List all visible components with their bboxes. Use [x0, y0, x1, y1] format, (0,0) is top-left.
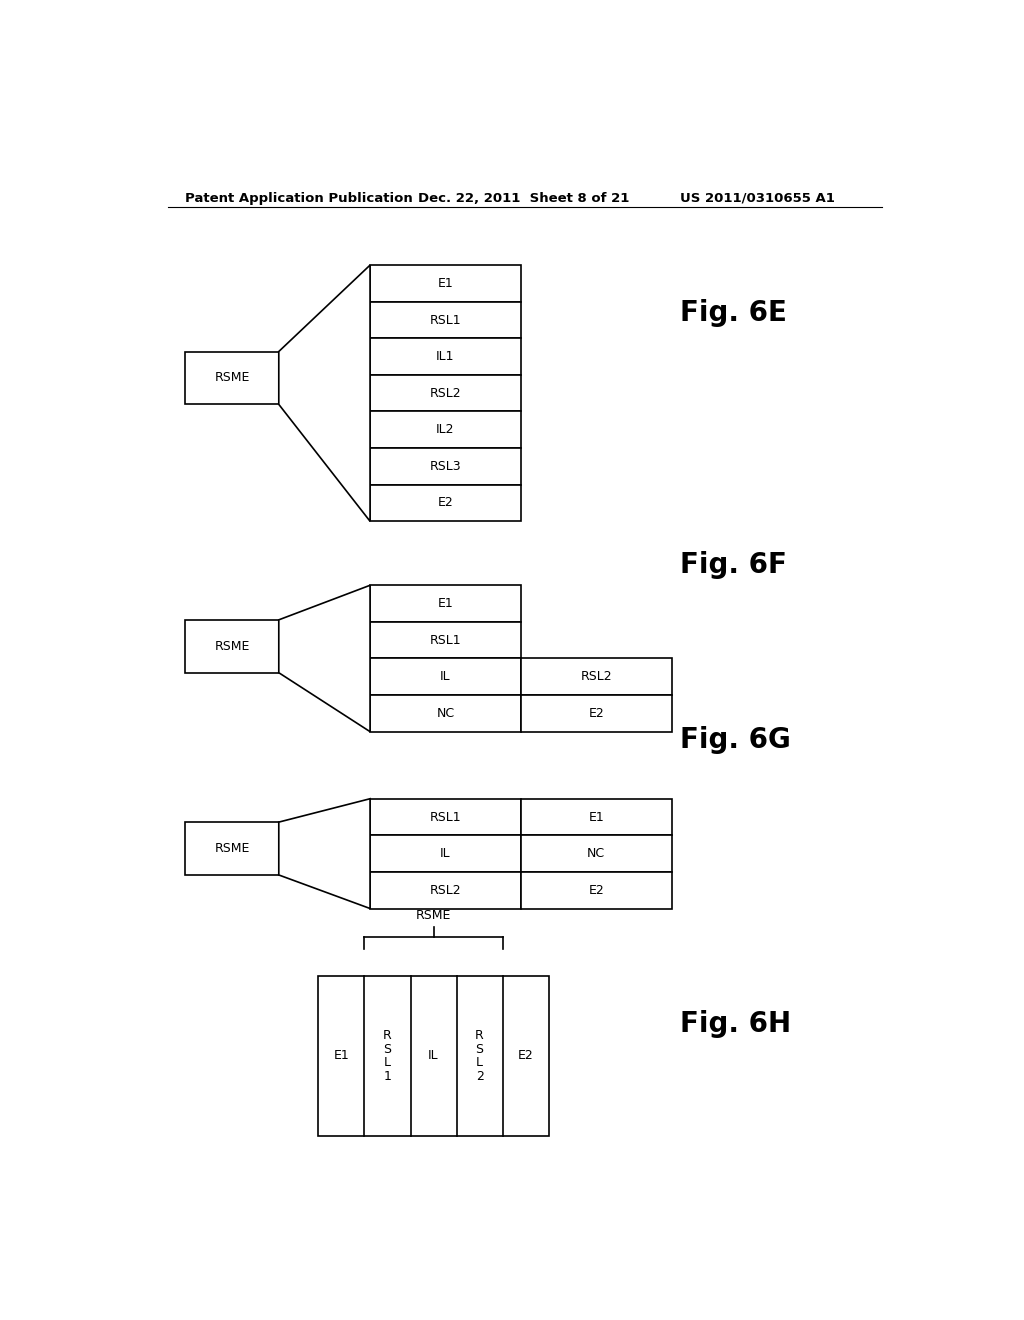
Polygon shape	[279, 585, 370, 731]
Bar	[370, 338, 521, 375]
Text: Patent Application Publication: Patent Application Publication	[185, 191, 413, 205]
Bar	[370, 622, 521, 659]
Text: RSME: RSME	[214, 640, 250, 653]
Text: RSME: RSME	[214, 371, 250, 384]
Text: RSL1: RSL1	[430, 810, 461, 824]
Text: RSL2: RSL2	[581, 671, 612, 684]
Bar	[370, 659, 521, 696]
Bar	[185, 351, 279, 404]
Text: US 2011/0310655 A1: US 2011/0310655 A1	[680, 191, 835, 205]
Bar	[370, 265, 521, 302]
Bar	[370, 447, 521, 484]
Text: RSME: RSME	[214, 842, 250, 855]
Bar	[370, 836, 521, 873]
Text: E1: E1	[589, 810, 604, 824]
Text: R
S
L
2: R S L 2	[475, 1030, 484, 1082]
Text: Fig. 6F: Fig. 6F	[680, 550, 786, 579]
Bar	[521, 836, 672, 873]
Bar	[370, 585, 521, 622]
Text: IL: IL	[440, 671, 451, 684]
Text: IL1: IL1	[436, 350, 455, 363]
Text: NC: NC	[436, 706, 455, 719]
Text: RSME: RSME	[416, 908, 452, 921]
Polygon shape	[279, 799, 370, 908]
Text: IL: IL	[428, 1049, 439, 1063]
Bar	[370, 484, 521, 521]
Bar	[521, 873, 672, 908]
Bar	[370, 302, 521, 338]
Text: RSL1: RSL1	[430, 314, 461, 326]
Bar	[521, 659, 672, 696]
Bar	[370, 412, 521, 447]
Text: NC: NC	[587, 847, 605, 861]
Bar	[370, 696, 521, 731]
Text: RSL2: RSL2	[430, 883, 461, 896]
Text: E1: E1	[437, 597, 454, 610]
Text: E2: E2	[437, 496, 454, 510]
Bar	[185, 822, 279, 875]
Text: IL: IL	[440, 847, 451, 861]
Bar	[318, 975, 549, 1137]
Text: R
S
L
1: R S L 1	[383, 1030, 392, 1082]
Bar	[370, 799, 521, 836]
Text: Fig. 6G: Fig. 6G	[680, 726, 791, 754]
Bar	[521, 696, 672, 731]
Text: E2: E2	[589, 883, 604, 896]
Bar	[370, 375, 521, 412]
Text: IL2: IL2	[436, 424, 455, 437]
Text: E2: E2	[518, 1049, 534, 1063]
Text: Fig. 6H: Fig. 6H	[680, 1010, 791, 1039]
Bar	[185, 620, 279, 673]
Text: Dec. 22, 2011  Sheet 8 of 21: Dec. 22, 2011 Sheet 8 of 21	[418, 191, 629, 205]
Text: E1: E1	[334, 1049, 349, 1063]
Bar	[370, 873, 521, 908]
Text: E2: E2	[589, 706, 604, 719]
Text: Fig. 6E: Fig. 6E	[680, 298, 786, 327]
Bar	[521, 799, 672, 836]
Polygon shape	[279, 265, 370, 521]
Text: RSL1: RSL1	[430, 634, 461, 647]
Text: RSL2: RSL2	[430, 387, 461, 400]
Text: E1: E1	[437, 277, 454, 290]
Text: RSL3: RSL3	[430, 459, 461, 473]
